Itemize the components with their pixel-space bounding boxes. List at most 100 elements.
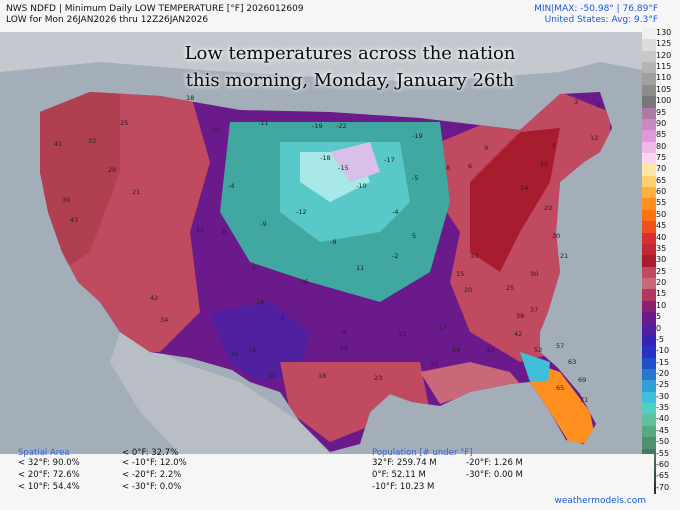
scale-tick-label: 45 [656,221,667,231]
population-minus-10: -10°F: 10.23 M [372,482,435,492]
scale-tick-label: 20 [656,278,667,288]
scale-tick-label: 35 [656,243,667,253]
station-temperature-label: 42 [150,294,158,302]
scale-swatch [642,278,656,290]
spatial-stat-20: < 20°F: 72.6% [18,470,80,480]
station-temperature-label: 33 [486,346,494,354]
station-temperature-label: -11 [258,119,269,127]
station-temperature-label: 21 [132,188,140,196]
scale-swatch [642,232,656,245]
scale-swatch [642,323,656,336]
station-temperature-label: 5 [552,142,556,150]
scale-swatch [642,243,656,256]
scale-swatch [642,28,656,40]
station-temperature-label: -22 [336,122,347,130]
station-temperature-label: 25 [430,360,438,368]
scale-tick-label: 60 [656,187,667,197]
station-temperature-label: -4 [228,182,234,190]
scale-swatch [642,130,656,143]
min-max-readout: MIN|MAX: -50.98° | 76.89°F [534,4,658,14]
scale-swatch [642,198,656,211]
station-temperature-label: 8 [446,164,450,172]
scale-swatch [642,312,656,324]
population-heading: Population [# under °F] [372,448,473,458]
station-temperature-label: 71 [580,396,588,404]
station-temperature-label: 39 [230,350,238,358]
scale-swatch [642,118,656,131]
station-temperature-label: -2 [392,252,398,260]
spatial-area-heading: Spatial Area [18,448,70,458]
headline-overlay: Low temperatures across the nation this … [150,40,550,94]
station-temperature-label: 42 [514,330,522,338]
scale-swatch [642,403,656,415]
us-average-readout: United States: Avg: 9.3°F [544,15,658,25]
station-temperature-label: 11 [356,264,364,272]
station-temperature-label: 14 [520,184,528,192]
station-temperature-label: 30 [530,270,538,278]
scale-tick-label: -70 [656,482,670,492]
scale-tick-label: 55 [656,198,667,208]
scale-swatch [642,289,656,302]
station-temperature-label: -12 [296,208,307,216]
scale-tick-label: 80 [656,141,667,151]
station-temperature-label: -9 [330,238,336,246]
scale-tick-label: 10 [656,300,667,310]
scale-swatch [642,334,656,347]
scale-tick-label: -10 [656,346,670,356]
map-canvas: -11 -19 -22-18-15-10-12-9-9-4-556-19-17812… [0,32,654,454]
station-temperature-label: 7 [596,102,600,110]
temperature-labels: -11 -19 -22-18-15-10-12-9-9-4-556-19-17812… [54,94,600,404]
scale-swatch [642,164,656,177]
station-temperature-label: 25 [120,119,128,127]
scale-swatch [642,255,656,268]
station-temperature-label: 25 [506,284,514,292]
station-temperature-label: 12 [196,226,204,234]
station-temperature-label: 15 [268,372,276,380]
station-temperature-label: -9 [260,220,266,228]
scale-tick-label: 25 [656,266,667,276]
scale-tick-label: 90 [656,118,667,128]
product-title: NWS NDFD | Minimum Daily LOW TEMPERATURE… [6,4,304,14]
map-header-left: NWS NDFD | Minimum Daily LOW TEMPERATURE… [6,4,304,26]
canada-land [0,32,654,82]
station-temperature-label: 57 [556,342,564,350]
scale-swatch [642,153,656,165]
station-temperature-label: 6 [468,162,472,170]
station-temperature-label: 34 [160,316,168,324]
scale-swatch [642,84,656,97]
scale-swatch [642,437,656,450]
station-temperature-label: 8 [222,228,226,236]
scale-tick-label: 100 [656,96,672,106]
scale-tick-label: 0 [656,323,662,333]
temperature-map: -11 -19 -22 -18 -15 -10 -12 -9 -9 -4 -5 5 6 -19 -17 8 12… [0,32,654,454]
station-temperature-label: -19 [412,132,423,140]
spatial-stat-32: < 32°F: 90.0% [18,458,80,468]
spatial-stat-10: < 10°F: 54.4% [18,482,80,492]
station-temperature-label: -5 [278,314,284,322]
credit-link[interactable]: weathermodels.com [554,496,646,506]
scale-tick-label: 105 [656,84,672,94]
scale-tick-label: -35 [656,403,670,413]
scale-swatch [642,221,656,234]
station-temperature-label: -18 [320,154,331,162]
station-temperature-label: 9 [484,144,488,152]
scale-tick-label: 120 [656,50,672,60]
spatial-stat-minus-20: < -20°F: 2.2% [122,470,182,480]
station-temperature-label: 17 [438,324,446,332]
scale-tick-label: 30 [656,255,667,265]
station-temperature-label: 41 [54,140,62,148]
spatial-stat-0: < 0°F: 32.7% [122,448,179,458]
scale-tick-label: 110 [656,73,672,83]
scale-tick-label: 85 [656,130,667,140]
scale-tick-label: 95 [656,107,667,117]
stats-footer: Spatial Area < 32°F: 90.0% < 20°F: 72.6%… [0,448,654,510]
scale-swatch [642,50,656,63]
scale-swatch [642,62,656,74]
station-temperature-label: -5 [412,174,418,182]
scale-tick-label: -15 [656,357,670,367]
scale-tick-label: -20 [656,368,670,378]
scale-swatch [642,187,656,199]
mexico-land [110,332,330,454]
scale-swatch [642,175,656,188]
